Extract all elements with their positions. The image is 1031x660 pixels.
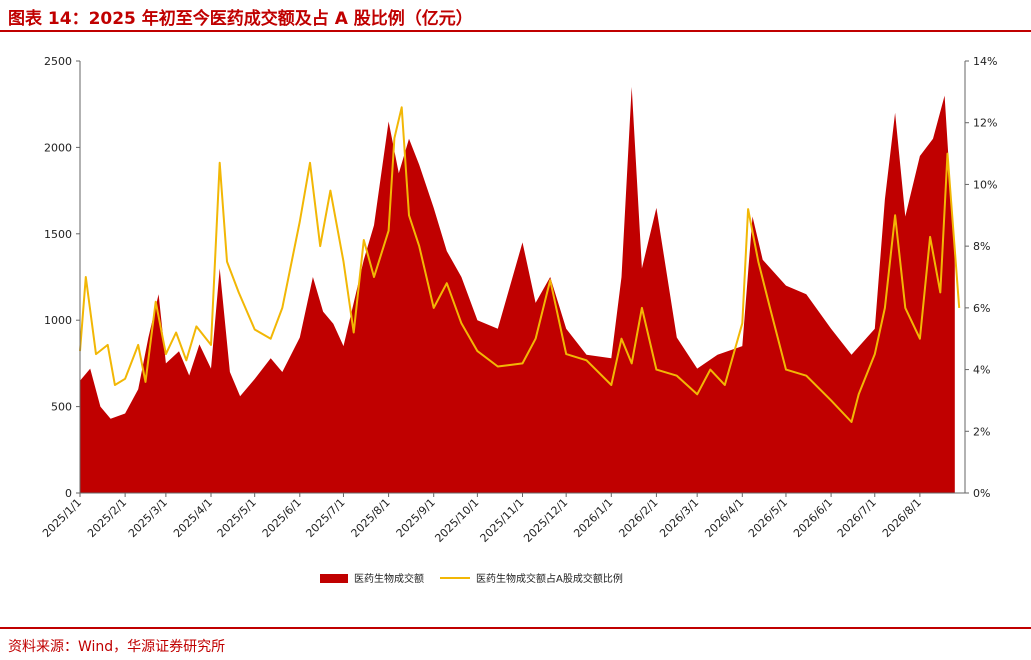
left-tick-label: 1000 <box>44 314 72 327</box>
x-tick-label: 2026/6/1 <box>791 496 835 540</box>
x-tick-label: 2026/5/1 <box>746 496 790 540</box>
title-divider <box>0 30 1031 32</box>
right-tick-label: 4% <box>973 364 990 377</box>
x-tick-label: 2025/2/1 <box>85 496 129 540</box>
right-tick-label: 14% <box>973 55 997 68</box>
right-tick-label: 6% <box>973 302 990 315</box>
x-tick-label: 2026/2/1 <box>616 496 660 540</box>
x-tick-label: 2025/6/1 <box>260 496 304 540</box>
legend: 医药生物成交额 医药生物成交额占A股成交额比例 <box>320 572 623 585</box>
x-tick-label: 2026/4/1 <box>702 496 746 540</box>
x-tick-label: 2026/3/1 <box>657 496 701 540</box>
source-note: 资料来源：Wind，华源证券研究所 <box>8 639 226 655</box>
x-tick-label: 2025/7/1 <box>303 496 347 540</box>
right-tick-label: 2% <box>973 425 990 438</box>
legend-label-area: 医药生物成交额 <box>354 572 424 585</box>
x-tick-label: 2025/8/1 <box>349 496 393 540</box>
left-tick-label: 2000 <box>44 141 72 154</box>
line-series <box>79 106 961 423</box>
x-tick-label: 2026/8/1 <box>880 496 924 540</box>
legend-swatch-area <box>320 574 348 583</box>
line-series-stroke <box>79 106 961 423</box>
chart-title: 图表 14：2025 年初至今医药成交额及占 A 股比例（亿元） <box>8 9 473 29</box>
right-tick-label: 8% <box>973 240 990 253</box>
x-tick-label: 2025/4/1 <box>171 496 215 540</box>
left-tick-label: 0 <box>65 487 72 500</box>
x-tick-label: 2026/1/1 <box>571 496 615 540</box>
legend-label-line: 医药生物成交额占A股成交额比例 <box>476 572 623 585</box>
right-tick-label: 0% <box>973 487 990 500</box>
area-series-fill <box>80 86 955 494</box>
left-tick-label: 2500 <box>44 55 72 68</box>
area-series <box>80 86 955 494</box>
x-tick-label: 2025/3/1 <box>126 496 170 540</box>
x-tick-label: 2025/11/1 <box>478 496 527 545</box>
left-tick-label: 500 <box>51 401 72 414</box>
footer-divider <box>0 627 1031 629</box>
x-tick-label: 2026/7/1 <box>835 496 879 540</box>
x-tick-label: 2025/10/1 <box>432 496 481 545</box>
right-tick-label: 10% <box>973 178 997 191</box>
left-tick-label: 1500 <box>44 228 72 241</box>
x-tick-label: 2025/5/1 <box>215 496 259 540</box>
x-tick-label: 2025/1/1 <box>40 496 84 540</box>
x-tick-label: 2025/9/1 <box>394 496 438 540</box>
x-tick-label: 2025/12/1 <box>521 496 570 545</box>
right-tick-label: 12% <box>973 117 997 130</box>
chart: 0 500 1000 1500 2000 2500 0% 2% 4% 6% 8% 10% 12% 14% 2… <box>40 55 997 585</box>
